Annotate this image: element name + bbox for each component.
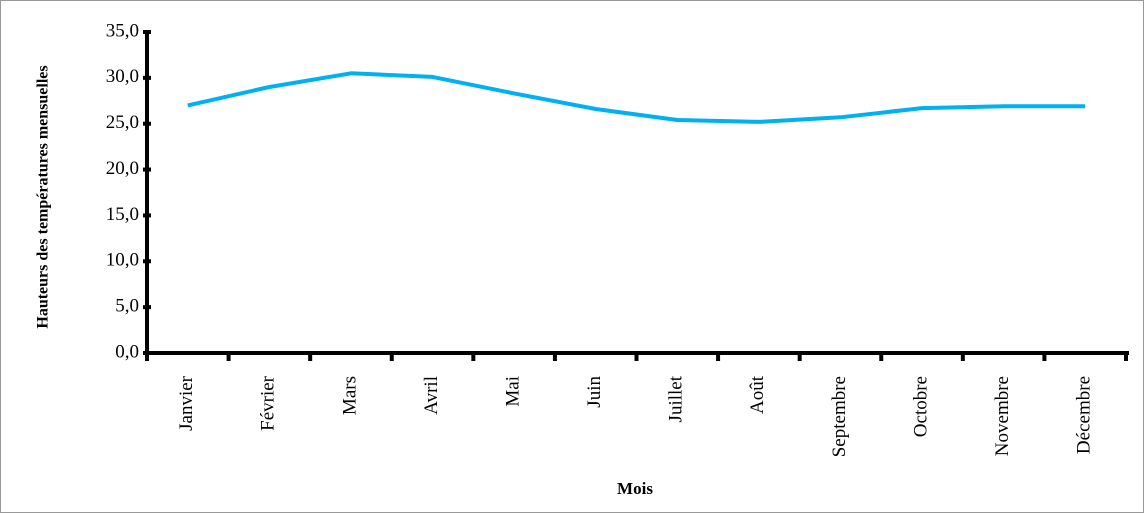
y-tick-label: 5,0 [115,296,139,317]
x-tick-label: Août [747,375,768,414]
y-tick-label: 10,0 [106,250,139,271]
x-tick-label: Février [258,375,279,431]
data-line [187,71,1086,124]
x-tick-label: Octobre [910,376,931,437]
x-tick-label: Juillet [666,375,687,422]
x-tick-label: Janvier [176,375,197,431]
x-tick-label: Juin [584,376,605,408]
y-axis-title: Hauteurs des températures mensuelles [35,65,52,328]
x-tick-label: Mai [502,376,523,407]
y-tick-label: 15,0 [106,204,139,225]
x-tick-label: Avril [421,376,442,415]
y-tick-label: 20,0 [106,158,139,179]
y-tick-label: 35,0 [106,20,139,41]
x-tick-label: Septembre [829,376,850,457]
y-tick-label: 25,0 [106,112,139,133]
x-tick-label: Novembre [992,376,1013,456]
y-tick-label: 0,0 [115,341,139,362]
x-tick-label: Mars [339,376,360,415]
x-axis-title: Mois [617,479,653,498]
y-tick-label: 30,0 [106,66,139,87]
x-tick-label: Décembre [1074,376,1095,454]
